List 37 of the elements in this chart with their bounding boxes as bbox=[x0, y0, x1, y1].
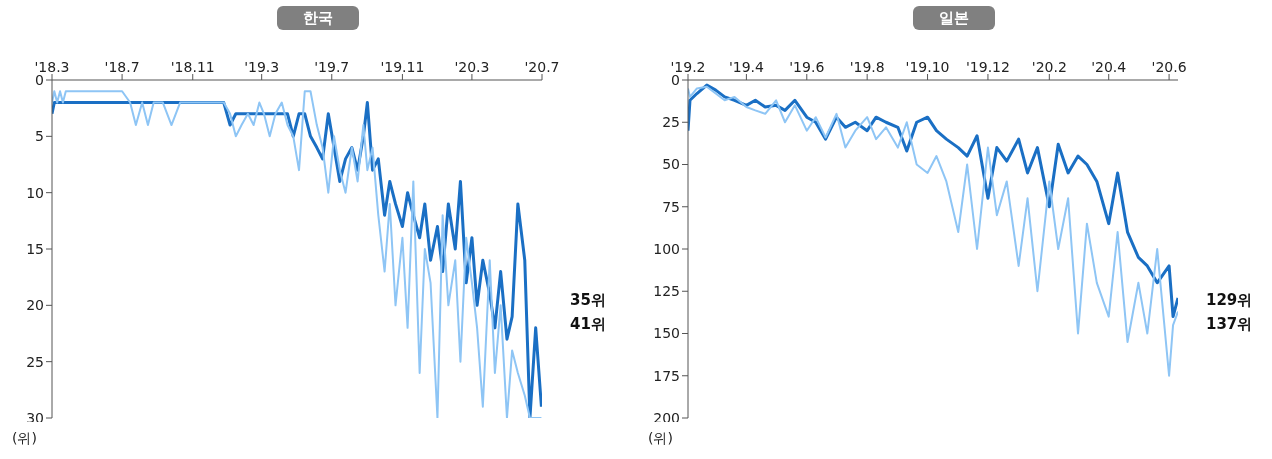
y-tick-label: 10 bbox=[26, 184, 44, 201]
x-tick-label: '18.11 bbox=[170, 59, 215, 75]
x-tick-label: '19.8 bbox=[849, 59, 885, 75]
y-axis-title: (위) bbox=[12, 430, 37, 448]
x-tick-label: '18.7 bbox=[104, 59, 140, 75]
chart-title: 한국 bbox=[277, 6, 359, 30]
x-tick-label: '19.4 bbox=[728, 59, 764, 75]
text: 41위 bbox=[570, 314, 606, 335]
y-tick-label: 5 bbox=[35, 128, 44, 145]
x-tick-label: '20.6 bbox=[1151, 59, 1187, 75]
y-tick-label: 20 bbox=[26, 297, 44, 314]
x-tick-label: '20.7 bbox=[524, 59, 560, 75]
y-tick-label: 50 bbox=[662, 156, 680, 173]
y-tick-label: 25 bbox=[662, 114, 680, 131]
x-tick-label: '19.6 bbox=[789, 59, 825, 75]
chart-title: 일본 bbox=[913, 6, 995, 30]
text: 35위 bbox=[570, 290, 606, 311]
x-tick-label: '19.3 bbox=[244, 59, 280, 75]
x-tick-label: '19.12 bbox=[965, 59, 1010, 75]
text: 129위 bbox=[1206, 290, 1253, 311]
y-tick-label: 100 bbox=[653, 240, 680, 257]
line-series bbox=[688, 85, 1178, 377]
x-tick-label: '19.11 bbox=[380, 59, 425, 75]
y-tick-label: 175 bbox=[653, 367, 680, 384]
y-tick-label: 150 bbox=[653, 325, 680, 342]
line-series bbox=[688, 83, 1178, 319]
y-tick-label: 125 bbox=[653, 283, 680, 300]
x-tick-label: '20.2 bbox=[1031, 59, 1067, 75]
x-tick-label: '19.10 bbox=[905, 59, 950, 75]
y-tick-label: 15 bbox=[26, 240, 44, 257]
y-tick-label: 25 bbox=[26, 353, 44, 370]
y-tick-label: 75 bbox=[662, 198, 680, 215]
text: 137위 bbox=[1206, 314, 1253, 335]
x-tick-label: '19.7 bbox=[314, 59, 350, 75]
x-tick-label: '20.4 bbox=[1091, 59, 1127, 75]
y-axis-title: (위) bbox=[648, 430, 673, 448]
x-tick-label: '20.3 bbox=[454, 59, 490, 75]
